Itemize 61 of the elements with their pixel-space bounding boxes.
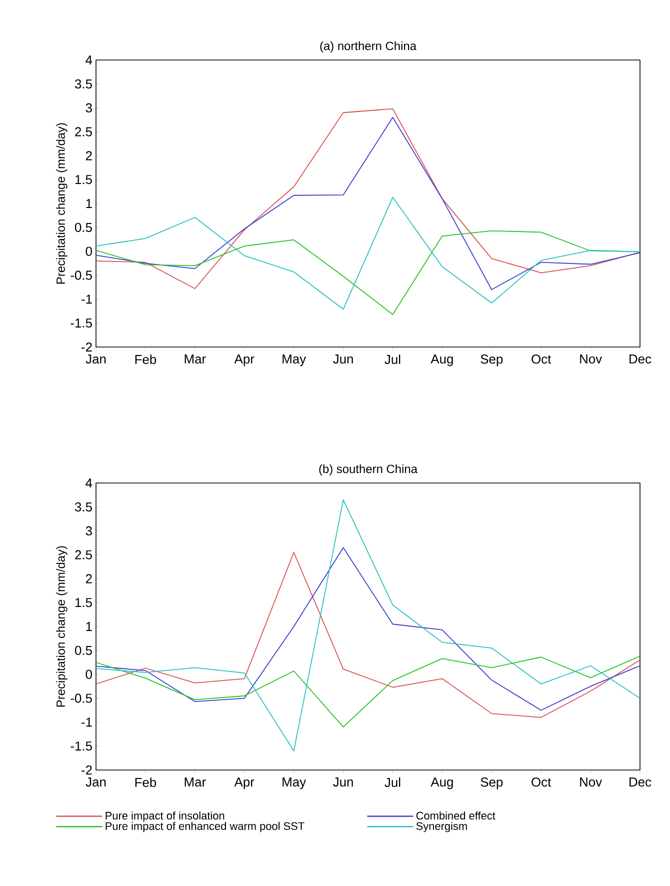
x-tick-label: Apr	[234, 778, 254, 790]
y-tick-label: -2	[82, 342, 92, 352]
x-tick-label: Jan	[86, 354, 106, 364]
legend-label: Pure impact of enhanced warm pool SST	[106, 822, 304, 832]
y-tick-label: 2.5	[75, 127, 92, 136]
legend-label: Pure impact of insolation	[106, 812, 224, 822]
x-tick-label: Nov	[580, 778, 602, 787]
x-tick-label: Mar	[184, 778, 206, 787]
y-tick-label: -1	[82, 718, 92, 727]
y-tick-label: -1	[82, 294, 92, 304]
y-tick-label: 4	[86, 56, 92, 64]
x-tick-label: Aug	[430, 778, 453, 790]
y-tick-label: 3	[86, 526, 92, 536]
legend-label: Combined effect	[416, 812, 496, 820]
y-tick-label: -2	[82, 765, 92, 775]
y-tick-label: 3.5	[74, 79, 92, 89]
line-series	[96, 656, 640, 728]
y-tick-label: 0.5	[74, 222, 92, 232]
y-axis-title: Precipitation change (mm/day)	[56, 546, 68, 707]
y-tick-label: 2	[86, 151, 92, 160]
y-tick-label: 4	[86, 478, 92, 488]
x-tick-label: Oct	[532, 354, 552, 364]
line-series	[96, 196, 640, 310]
y-tick-label: 2.5	[75, 550, 92, 560]
x-tick-label: Sep	[480, 354, 503, 366]
x-tick-label: May	[282, 778, 306, 790]
y-tick-label: -1.5	[70, 742, 92, 751]
x-tick-label: Dec	[630, 354, 652, 364]
y-tick-label: -0.5	[70, 270, 92, 280]
x-tick-label: Dec	[630, 778, 652, 787]
y-tick-label: 1	[86, 199, 92, 208]
x-tick-label: Feb	[135, 354, 156, 364]
x-tick-label: Jan	[86, 778, 106, 787]
x-tick-label: Oct	[532, 778, 552, 787]
x-tick-label: Aug	[430, 354, 453, 366]
x-tick-label: Feb	[135, 778, 156, 788]
line-series	[96, 499, 640, 752]
x-tick-label: Sep	[480, 778, 503, 790]
y-tick-label: 0.5	[74, 646, 92, 656]
x-tick-label: Jun	[333, 354, 353, 364]
x-tick-label: Jul	[384, 354, 400, 364]
y-tick-label: 1	[86, 622, 92, 631]
y-tick-label: -1.5	[70, 318, 92, 328]
y-axis-title: Precipitation change (mm/day)	[56, 123, 68, 284]
x-tick-label: Apr	[234, 354, 254, 366]
y-tick-label: 3.5	[74, 502, 92, 512]
chart-title: (b) southern China	[319, 464, 418, 476]
legend-label: Synergism	[416, 822, 467, 832]
y-tick-label: 0	[86, 670, 92, 679]
y-tick-label: 0	[86, 246, 92, 256]
y-tick-label: 1.5	[75, 598, 92, 608]
y-tick-label: 2	[86, 574, 92, 584]
y-tick-label: 1.5	[75, 175, 92, 184]
x-tick-label: Jul	[384, 778, 400, 788]
y-tick-label: 3	[86, 103, 92, 112]
x-tick-label: Mar	[184, 354, 206, 364]
y-tick-label: -0.5	[70, 694, 92, 703]
x-tick-label: May	[282, 354, 306, 366]
chart-title: (a) northern China	[320, 41, 416, 53]
x-tick-label: Nov	[580, 354, 602, 364]
x-tick-label: Jun	[333, 778, 353, 787]
